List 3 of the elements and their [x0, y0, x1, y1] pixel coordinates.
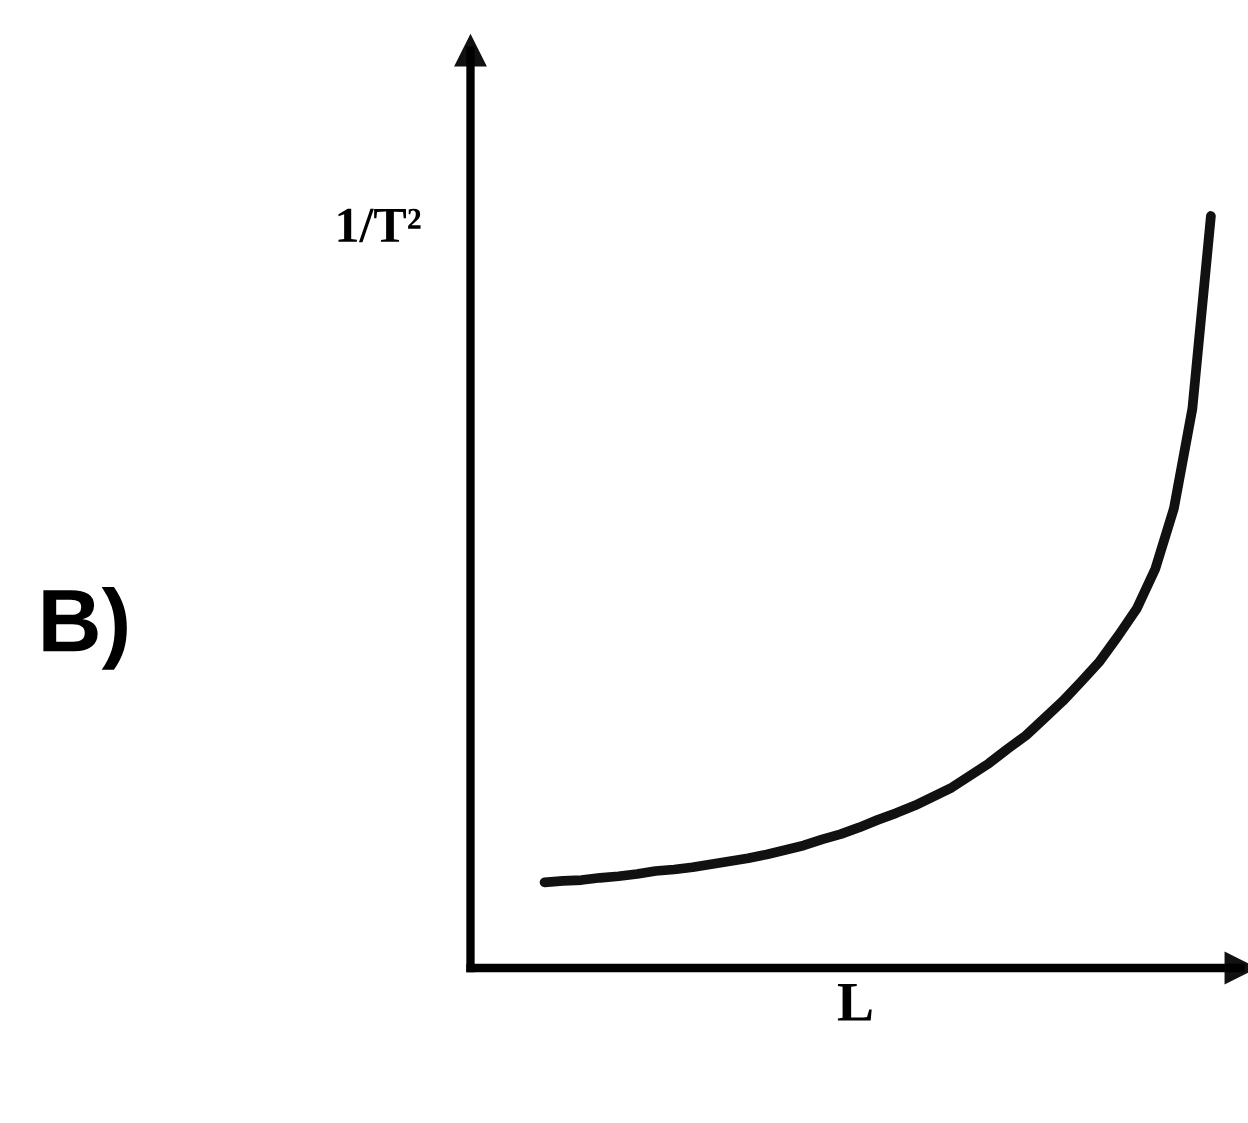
x-axis-title: L: [837, 984, 872, 1021]
text: B): [43, 586, 127, 670]
y-axis-title: 1/T²: [338, 208, 421, 243]
